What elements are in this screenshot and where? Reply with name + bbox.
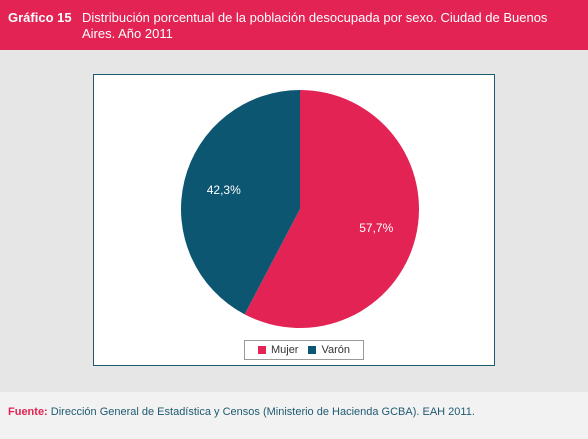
chart-panel: 57,7% 42,3% Mujer Varón — [93, 74, 495, 366]
pie-label-varon: 42,3% — [207, 183, 241, 197]
legend-swatch-varon — [308, 346, 317, 354]
source-text: Dirección General de Estadística y Censo… — [50, 406, 475, 418]
source-prefix: Fuente: — [8, 406, 48, 418]
chart-title: Distribución porcentual de la población … — [82, 10, 548, 41]
legend-label-mujer: Mujer — [270, 344, 299, 356]
legend-item-mujer: Mujer — [257, 344, 299, 356]
legend-swatch-mujer — [257, 346, 266, 354]
pie-label-mujer: 57,7% — [359, 221, 393, 235]
source-bar: Fuente: Dirección General de Estadística… — [0, 392, 588, 439]
chart-number: Gráfico 15 — [8, 10, 72, 25]
legend-label-varon: Varón — [321, 344, 351, 356]
source-note: Fuente: Dirección General de Estadística… — [8, 406, 475, 418]
pie-slice-varon — [180, 90, 300, 315]
chart-header: Gráfico 15 Distribución porcentual de la… — [0, 0, 588, 50]
pie-slice-mujer — [244, 90, 419, 328]
pie-chart: 57,7% 42,3% — [180, 90, 419, 328]
legend-item-varon: Varón — [308, 344, 350, 356]
chart-legend: Mujer Varón — [244, 340, 364, 360]
